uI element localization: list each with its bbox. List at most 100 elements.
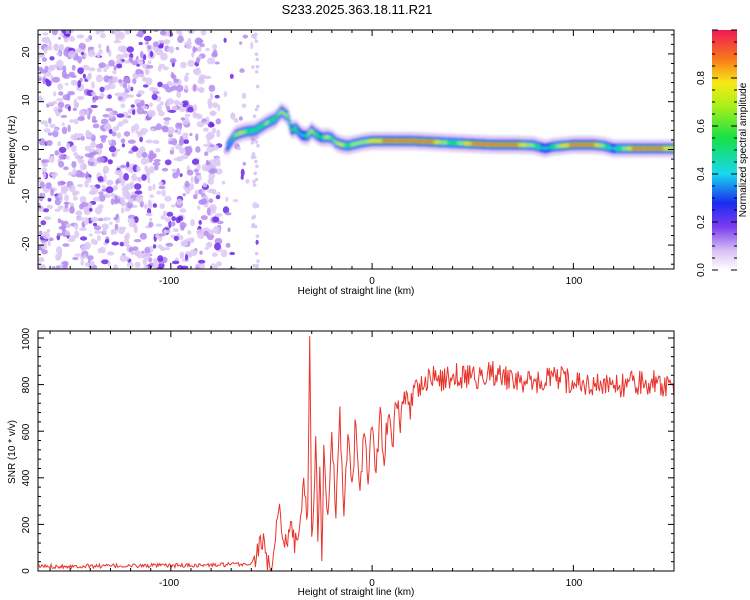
spectrogram-noise-dot [62,65,67,73]
spectrogram-noise-dot [80,245,87,252]
spectrogram-noise-dot [241,92,247,100]
spectrogram-ytick-label: 10 [21,94,32,106]
spectrogram-noise-dot [141,152,148,158]
spectrogram-ridge-core [252,129,255,133]
spectrogram-noise-dot [135,195,143,203]
spectrogram-ridge-core [321,135,324,140]
spectrogram-ridge-core [639,146,642,151]
spectrogram-ridge-core [417,139,420,143]
spectrogram-noise-dot [133,239,142,243]
spectrogram-noise-dot [48,117,52,124]
spectrogram-noise-dot [83,217,89,225]
spectrogram-noise-dot [77,80,82,88]
spectrogram-noise-dot [200,198,208,205]
spectrogram-noise-dot [130,250,135,256]
spectrogram-ridge-core [611,146,614,150]
spectrogram-noise-dot [90,238,96,245]
spectrogram-ridge-core [375,139,379,143]
spectrogram-ridge-core [576,143,579,147]
spectrogram-ridge-core [296,128,299,132]
spectrogram-ridge-core [575,143,578,147]
spectrogram-noise-dot [68,71,76,77]
spectrogram-ridge-core [598,143,601,147]
spectrogram-noise-dot [67,124,71,133]
spectrogram-noise-dot [72,107,78,111]
spectrogram-ridge-core [642,146,645,151]
spectrogram-ridge-core [546,146,549,150]
spectrogram-ridge-core [408,139,411,143]
spectrogram-noise-dot [145,139,154,144]
spectrogram-noise-dot [124,206,129,213]
spectrogram-panel: -100 0 100 -20 -10 0 10 20 Height of str… [7,29,675,297]
spectrogram-noise-dot [199,250,203,255]
spectrogram-noise-dot [158,185,166,190]
spectrogram-ridge-core [436,140,439,144]
spectrogram-ridge-core [624,146,627,151]
snr-ytick-label: 600 [21,423,32,440]
spectrogram-noise-dot [71,64,76,71]
spectrogram-noise-dot [194,37,203,46]
spectrogram-noise-dot [72,167,77,176]
spectrogram-noise-dot [253,155,257,159]
snr-ytick-label: 800 [21,376,32,393]
spectrogram-noise-dot [253,36,257,40]
spectrogram-noise-dot [118,171,123,179]
spectrogram-noise-dot [80,259,85,266]
spectrogram-ridge-core [234,133,237,137]
spectrogram-noise-dot [145,41,149,45]
spectrogram-noise-dot [108,145,117,153]
spectrogram-noise-dot [255,57,260,62]
spectrogram-ytick-label: -20 [21,236,32,251]
spectrogram-noise-dot [252,183,257,187]
snr-ytick-label: 0 [21,568,32,574]
spectrogram-noise-dot [91,91,97,97]
spectrogram-noise-dot [66,93,71,101]
spectrogram-noise-dot [139,232,147,240]
spectrogram-noise-dot [211,209,216,214]
spectrogram-ridge-core [465,141,468,146]
spectrogram-ridge-core [495,143,498,147]
spectrogram-noise-dot [147,199,152,207]
spectrogram-noise-dot [124,60,131,64]
spectrogram-xlabel: Height of straight line (km) [298,286,415,297]
spectrogram-noise-dot [203,230,209,237]
spectrogram-noise-dot [46,228,51,233]
spectrogram-noise-dot [223,91,228,98]
spectrogram-noise-dot [133,222,137,230]
spectrogram-noise-dot [209,92,214,100]
spectrogram-noise-dot [134,261,141,268]
spectrogram-ridge-core [587,143,590,147]
spectrogram-noise-dot [187,106,194,113]
spectrogram-ridge-core [634,146,637,151]
spectrogram-ridge-core [264,122,267,126]
spectrogram-noise-dot [179,122,182,131]
spectrogram-ridge-core [401,139,404,143]
spectrogram-noise-dot [240,175,244,180]
spectrogram-ridge-core [447,141,450,145]
spectrogram-noise-dot [41,242,47,247]
spectrogram-noise-dot [254,140,259,144]
spectrogram-noise-dot [225,196,229,202]
spectrogram-noise-dot [90,104,98,109]
spectrogram-ridge-core [280,109,283,113]
spectrogram-noise-dot [57,101,65,109]
spectrogram-noise-dot [57,83,63,90]
spectrogram-noise-dot [176,167,181,176]
spectrogram-noise-dot [147,109,156,118]
spectrogram-noise-dot [91,81,95,89]
spectrogram-noise-dot [103,217,111,221]
spectrogram-noise-dot [198,263,206,269]
spectrogram-noise-dot [79,227,87,231]
spectrogram-ridge-core [441,140,444,144]
spectrogram-noise-dot [192,110,197,119]
spectrogram-noise-dot [111,241,119,246]
spectrogram-noise-dot [47,197,52,202]
spectrogram-ridge-core [400,139,403,143]
spectrogram-noise-dot [60,186,68,195]
spectrogram-noise-dot [63,201,70,205]
spectrogram-ridge-core [351,142,354,147]
spectrogram-ridge-core [507,143,510,147]
spectrogram-noise-dot [170,221,176,227]
spectrogram-ridge-core [373,139,376,143]
spectrogram-ridge-core [577,143,580,147]
